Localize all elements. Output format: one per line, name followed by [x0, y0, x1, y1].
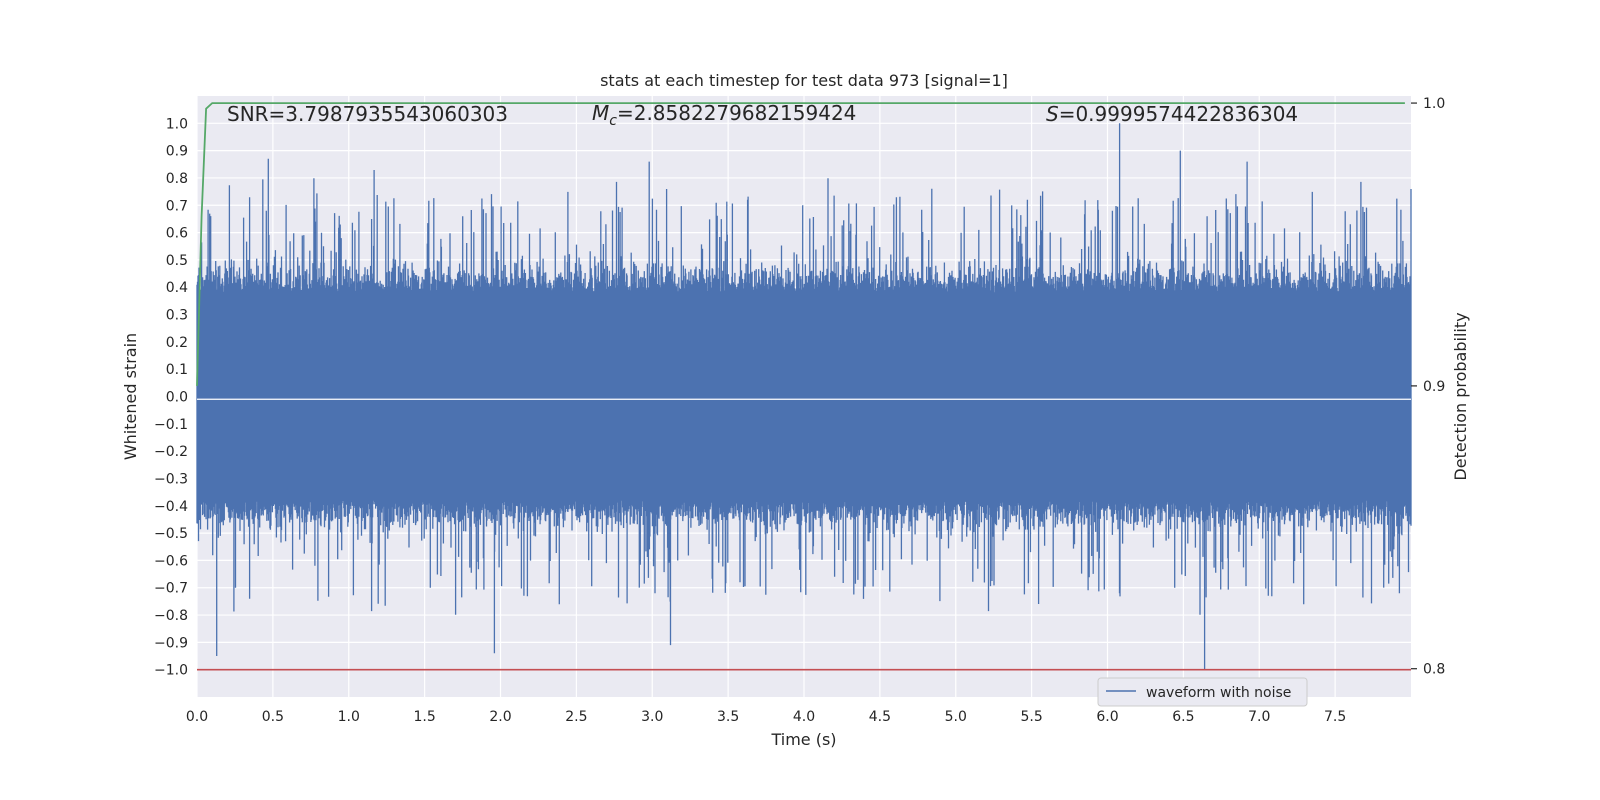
- y-axis-label: Whitened strain: [121, 333, 140, 460]
- x-tick-label: 5.0: [945, 709, 967, 725]
- y2-ticks: 1.0 0.9 0.8: [1411, 96, 1445, 678]
- y-tick-label: 0.8: [166, 171, 188, 187]
- y2-axis-label: Detection probability: [1451, 312, 1470, 480]
- x-tick-label: 3.0: [641, 709, 663, 725]
- y-ticks: 1.0 0.9 0.8 0.7 0.6 0.5 0.4 0.3 0.2 0.1 0.0 −0.1 −0.…: [154, 116, 188, 678]
- y-tick-label: 0.1: [166, 362, 188, 378]
- x-tick-label: 1.0: [338, 709, 360, 725]
- y-tick-label: −0.3: [154, 471, 188, 487]
- chart-title: stats at each timestep for test data 973…: [600, 71, 1008, 90]
- y-tick-label: 0.6: [166, 226, 188, 242]
- y-tick-label: 0.5: [166, 253, 188, 269]
- x-tick-label: 2.0: [489, 709, 511, 725]
- y2-tick-label: 0.8: [1423, 662, 1445, 678]
- chirp-mass-annotation: Mc=2.8582279682159424: [592, 101, 856, 129]
- x-ticks: 0.0 0.5 1.0 1.5 2.0 2.5 3.0 3.5 4.0 4.5 5.0 5.5 6.0 6…: [186, 709, 1346, 725]
- x-tick-label: 4.0: [793, 709, 815, 725]
- y-tick-label: −0.8: [154, 608, 188, 624]
- y-tick-label: −0.5: [154, 526, 188, 542]
- snr-annotation: SNR=3.7987935543060303: [227, 102, 508, 126]
- mc-subscript: c: [609, 113, 617, 129]
- y-tick-label: −0.6: [154, 553, 188, 569]
- x-tick-label: 7.0: [1248, 709, 1270, 725]
- x-tick-label: 0.5: [262, 709, 284, 725]
- x-tick-label: 7.5: [1324, 709, 1346, 725]
- x-tick-label: 3.5: [717, 709, 739, 725]
- legend-box: [1097, 677, 1308, 707]
- x-axis-label: Time (s): [770, 730, 836, 749]
- y-tick-label: −0.1: [154, 417, 188, 433]
- y-tick-label: 0.4: [166, 280, 188, 296]
- x-tick-label: 5.5: [1020, 709, 1042, 725]
- legend-entry-waveform: waveform with noise: [1146, 685, 1291, 701]
- y-tick-label: −0.9: [154, 635, 188, 651]
- mc-symbol: M: [592, 101, 609, 125]
- x-tick-label: 1.5: [413, 709, 435, 725]
- detection-probability-line: [196, 102, 1405, 386]
- score-annotation: S=0.9999574422836304: [1046, 102, 1298, 126]
- y-tick-label: 0.2: [166, 335, 188, 351]
- mc-value: =2.8582279682159424: [617, 101, 856, 125]
- y-tick-label: 0.3: [166, 308, 188, 324]
- y2-tick-label: 0.9: [1423, 379, 1445, 395]
- x-tick-label: 6.5: [1172, 709, 1194, 725]
- y-tick-label: 0.9: [166, 144, 188, 160]
- y-tick-label: −0.7: [154, 581, 188, 597]
- overlay-lines: [196, 102, 1411, 671]
- s-symbol: S: [1046, 102, 1059, 126]
- legend: waveform with noise: [1097, 677, 1308, 707]
- y-tick-label: −1.0: [154, 663, 188, 679]
- y-tick-label: −0.2: [154, 444, 188, 460]
- y-tick-label: 0.7: [166, 198, 188, 214]
- x-tick-label: 2.5: [565, 709, 587, 725]
- x-tick-label: 4.5: [869, 709, 891, 725]
- y-tick-label: −0.4: [154, 499, 188, 515]
- y2-tick-label: 1.0: [1423, 96, 1445, 112]
- y-tick-label: 0.0: [166, 390, 188, 406]
- s-value: =0.9999574422836304: [1059, 102, 1298, 126]
- y-tick-label: 1.0: [166, 116, 188, 132]
- x-tick-label: 6.0: [1096, 709, 1118, 725]
- x-tick-label: 0.0: [186, 709, 208, 725]
